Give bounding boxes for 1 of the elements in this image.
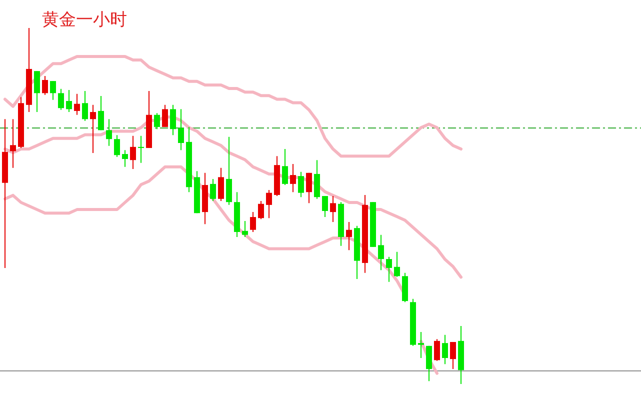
title: 黄金一小时 xyxy=(42,10,127,30)
